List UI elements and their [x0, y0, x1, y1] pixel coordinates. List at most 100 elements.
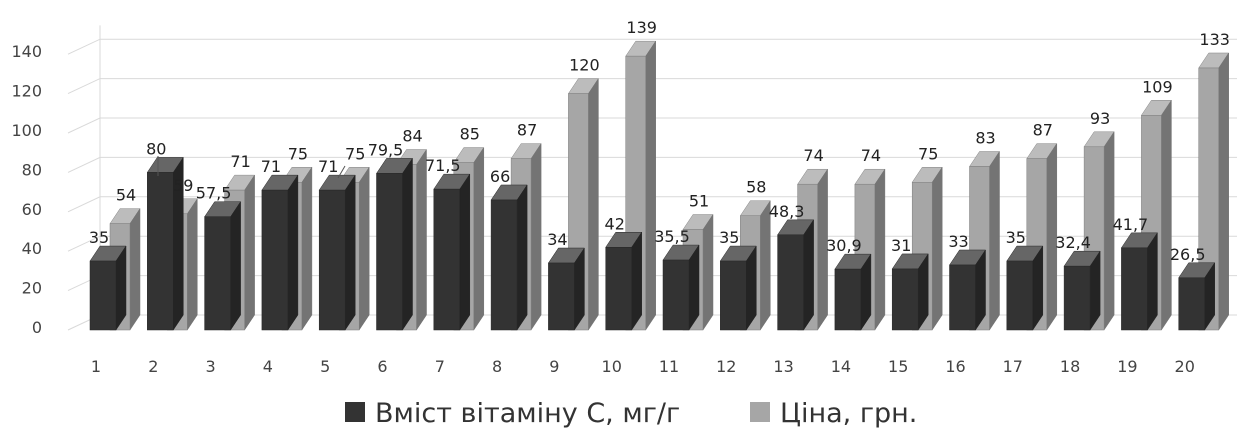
bar-vitamin-c-15	[891, 253, 929, 331]
gridlines	[67, 25, 1237, 331]
bar-vitamin-c-17-front	[1006, 260, 1034, 331]
bar-price-10-side	[645, 40, 656, 331]
bar-vitamin-c-14	[834, 253, 872, 331]
bar-vitamin-c-20	[1178, 261, 1216, 331]
bar-vitamin-c-20-front	[1178, 277, 1205, 331]
bar-price-8-side	[530, 142, 542, 331]
label-vitamin-c-16: 33	[948, 232, 968, 251]
x-tick-label-19: 19	[1117, 357, 1137, 376]
x-tick-label-8: 8	[492, 357, 502, 376]
bar-vitamin-c-4-front	[261, 189, 289, 331]
bar-price-1-side	[129, 207, 141, 331]
label-price-7: 85	[460, 125, 480, 144]
bar-price-7-side	[473, 146, 485, 331]
label-vitamin-c-13: 48,3	[769, 202, 805, 221]
x-tick-label-12: 12	[716, 357, 736, 376]
bar-price-19-side	[1161, 99, 1172, 331]
bar-vitamin-c-6	[376, 157, 413, 331]
label-price-5: 75	[345, 144, 365, 163]
x-tick-label-14: 14	[831, 357, 851, 376]
x-tick-label-16: 16	[945, 357, 965, 376]
legend: Вміст вітаміну С, мг/г Ціна, грн.	[345, 398, 917, 429]
bar-price-2-side	[187, 197, 198, 331]
label-vitamin-c-9: 34	[547, 230, 567, 249]
bar-vitamin-c-5	[318, 174, 356, 331]
label-price-2: 59	[173, 176, 193, 195]
bar-vitamin-c-6-front	[376, 173, 403, 331]
bar-price-14-side	[874, 168, 886, 331]
bars	[89, 40, 1230, 331]
y-tick-label-3: 60	[22, 200, 42, 219]
label-vitamin-c-1: 35	[89, 228, 109, 247]
bar-vitamin-c-5-front	[318, 189, 346, 331]
bar-vitamin-c-6-side	[402, 157, 413, 331]
bar-vitamin-c-13-side	[803, 219, 814, 331]
label-price-17: 87	[1033, 121, 1053, 140]
x-tick-label-2: 2	[148, 357, 158, 376]
x-tick-label-5: 5	[320, 357, 330, 376]
label-price-19: 109	[1142, 77, 1173, 96]
x-axis: 1 2 3 4 5 6 7 8 9 10 11 12 13 14 15 16 17 18 19 20	[91, 357, 1195, 376]
bar-price-6-side	[416, 148, 427, 331]
bar-vitamin-c-12-front	[720, 260, 747, 331]
y-axis: 0 20 40 60 80 100 120 140	[11, 42, 42, 337]
label-price-13: 74	[803, 146, 823, 165]
legend-label-vitamin-c: Вміст вітаміну С, мг/г	[375, 398, 680, 429]
x-tick-label-4: 4	[263, 357, 273, 376]
bar-vitamin-c-8	[490, 184, 528, 331]
label-vitamin-c-14: 30,9	[826, 236, 862, 255]
label-vitamin-c-8: 66	[490, 167, 510, 186]
label-vitamin-c-10: 42	[605, 214, 625, 233]
x-tick-label-1: 1	[91, 357, 101, 376]
bar-vitamin-c-10	[605, 231, 643, 331]
bar-vitamin-c-7-front	[433, 188, 461, 331]
bar-vitamin-c-17-side	[1032, 245, 1044, 331]
bar-price-16-side	[989, 150, 1000, 331]
bar-price-4-side	[301, 166, 313, 331]
label-vitamin-c-3: 57,5	[196, 184, 232, 203]
bar-vitamin-c-17	[1006, 245, 1044, 331]
x-tick-label-9: 9	[549, 357, 559, 376]
label-price-16: 83	[975, 128, 995, 147]
bar-vitamin-c-1-front	[89, 260, 117, 331]
label-vitamin-c-12: 35	[719, 228, 739, 247]
bar-price-3-side	[244, 174, 255, 331]
label-vitamin-c-7: 71,5	[425, 156, 461, 175]
bar-vitamin-c-10-front	[605, 247, 632, 331]
x-tick-label-6: 6	[377, 357, 387, 376]
label-price-8: 87	[517, 121, 537, 140]
bar-price-15-side	[931, 166, 943, 331]
bar-price-11-side	[702, 213, 714, 331]
bar-vitamin-c-11-side	[688, 244, 700, 331]
bar-vitamin-c-19-front	[1121, 247, 1148, 331]
bar-vitamin-c-19	[1120, 232, 1158, 331]
bar-vitamin-c-1	[89, 245, 127, 331]
bar-price-9-side	[588, 77, 599, 331]
y-tick-label-4: 80	[22, 160, 42, 179]
y-tick-label-1: 20	[22, 279, 42, 298]
bar-vitamin-c-13-front	[777, 234, 804, 331]
bar-vitamin-c-7	[433, 173, 471, 331]
label-price-10: 139	[626, 18, 657, 37]
label-vitamin-c-11: 35,5	[654, 227, 690, 246]
label-vitamin-c-4: 71	[261, 157, 281, 176]
bar-vitamin-c-19-side	[1147, 232, 1158, 331]
bar-vitamin-c-4-side	[287, 174, 299, 331]
bar-vitamin-c-18-front	[1063, 265, 1091, 331]
bar-vitamin-c-12-side	[746, 245, 757, 331]
label-vitamin-c-2: 80	[146, 139, 166, 158]
bar-vitamin-c-9	[547, 247, 585, 331]
label-price-4: 75	[288, 144, 308, 163]
bar-vitamin-c-3	[204, 200, 242, 331]
legend-label-price: Ціна, грн.	[780, 398, 917, 429]
x-tick-label-17: 17	[1003, 357, 1023, 376]
x-tick-label-10: 10	[602, 357, 622, 376]
bar-vitamin-c-18	[1063, 250, 1101, 331]
bar-vitamin-c-9-front	[548, 262, 575, 331]
legend-swatch-vitamin-c	[345, 402, 365, 422]
bar-vitamin-c-11-front	[662, 259, 690, 331]
label-price-9: 120	[569, 56, 600, 75]
bar-vitamin-c-3-side	[230, 200, 241, 331]
bar-price-20-side	[1218, 52, 1229, 331]
